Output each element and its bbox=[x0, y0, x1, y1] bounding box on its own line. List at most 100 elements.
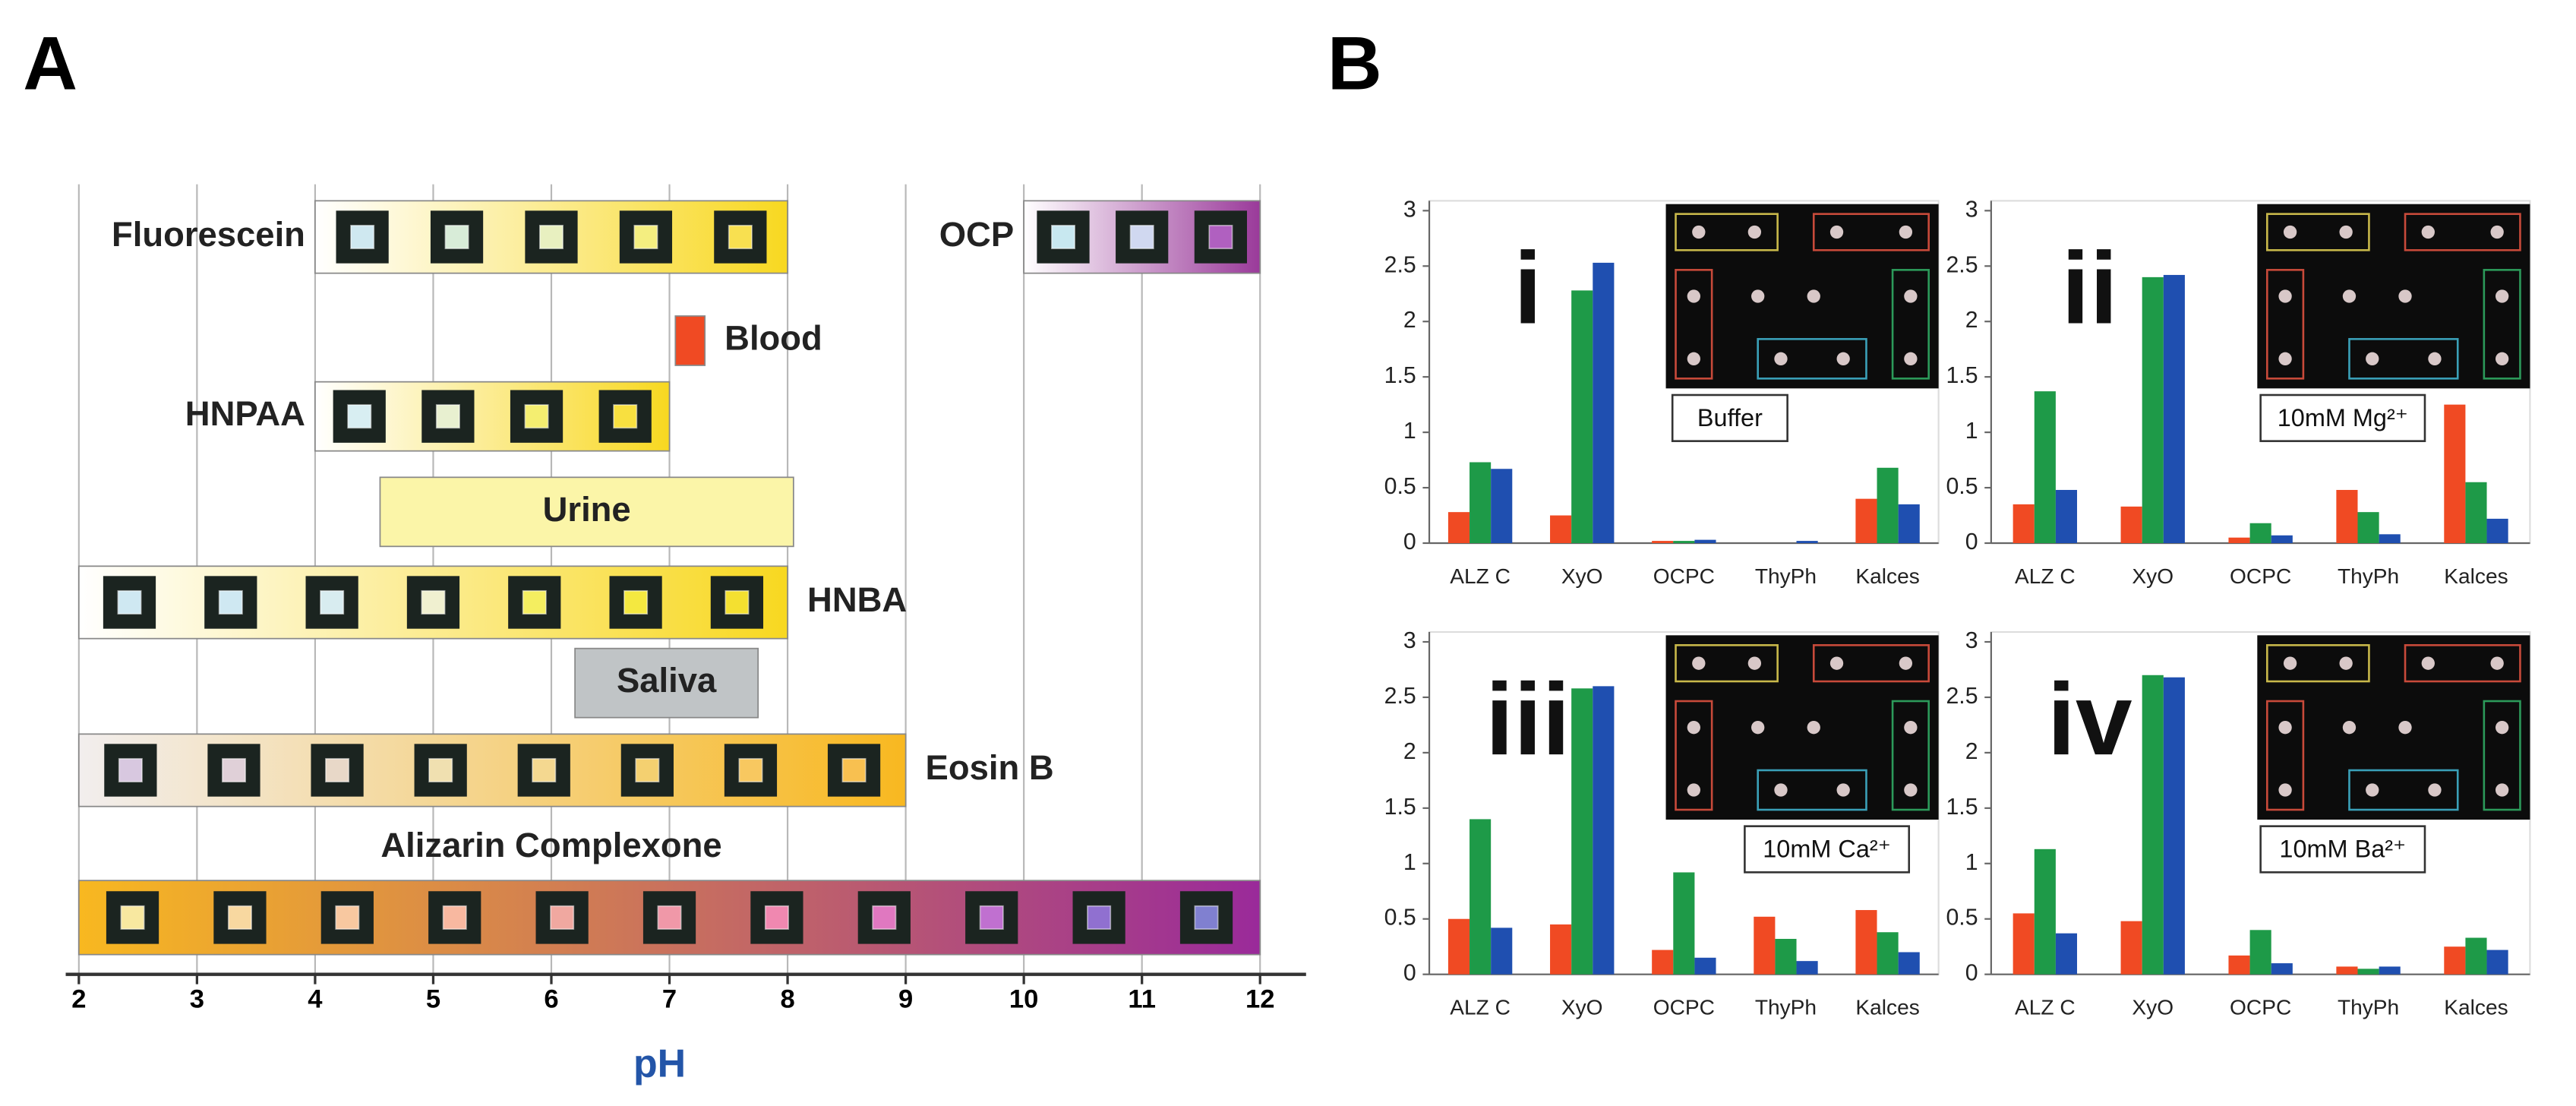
condition-label: 10mM Ca²⁺ bbox=[1763, 836, 1891, 863]
bar bbox=[1898, 504, 1920, 543]
inset-photo bbox=[2257, 635, 2530, 820]
swatch-spot bbox=[335, 905, 360, 930]
x-tick-label: ThyPh bbox=[2338, 564, 2399, 588]
bar bbox=[1491, 927, 1513, 975]
inset-dot bbox=[2398, 289, 2412, 303]
range-label: Fluorescein bbox=[112, 215, 305, 254]
condition-label: 10mM Ba²⁺ bbox=[2279, 836, 2406, 863]
condition-box bbox=[1671, 393, 1788, 442]
x-tick-label: 2 bbox=[71, 984, 86, 1013]
range-label: HNPAA bbox=[185, 394, 305, 433]
y-tick-label: 0.5 bbox=[1946, 905, 1978, 931]
inset-dot bbox=[2283, 225, 2297, 239]
range-bar bbox=[674, 315, 706, 366]
inset-dot bbox=[1807, 289, 1820, 303]
bar bbox=[2055, 933, 2078, 975]
bar bbox=[2012, 913, 2035, 975]
swatch-spot bbox=[1129, 224, 1154, 250]
x-tick-label: Kalces bbox=[1855, 564, 1919, 588]
inset-box bbox=[2266, 700, 2305, 811]
x-tick-label: 9 bbox=[898, 984, 913, 1013]
swatch-spot bbox=[657, 905, 682, 930]
inset-dot bbox=[1836, 783, 1850, 797]
y-tick-label: 1 bbox=[1965, 419, 1978, 444]
bar bbox=[1491, 469, 1513, 543]
y-tick-label: 1.5 bbox=[1946, 363, 1978, 388]
bar bbox=[1550, 924, 1572, 975]
range-bar bbox=[574, 647, 759, 719]
bar bbox=[2228, 537, 2250, 543]
y-tick-label: 2.5 bbox=[1946, 252, 1978, 277]
y-tick-label: 1.5 bbox=[1384, 363, 1416, 388]
x-tick-label: 7 bbox=[662, 984, 677, 1013]
inset-box bbox=[1675, 269, 1713, 380]
inset-dot bbox=[1692, 225, 1706, 239]
y-tick-label: 2.5 bbox=[1384, 252, 1416, 277]
bar bbox=[2142, 675, 2164, 975]
swatch-spot bbox=[118, 757, 143, 783]
swatch-spot bbox=[841, 757, 867, 783]
subplot-label: i bbox=[1514, 231, 1542, 345]
condition-label: Buffer bbox=[1697, 404, 1763, 431]
x-tick-label: XyO bbox=[2132, 564, 2174, 588]
bar bbox=[1470, 462, 1492, 543]
y-tick-label: 1.5 bbox=[1946, 795, 1978, 820]
inset-dot bbox=[1829, 656, 1844, 670]
bar bbox=[2271, 963, 2293, 975]
swatch-spot bbox=[623, 589, 649, 615]
x-tick-label: 10 bbox=[1009, 984, 1038, 1013]
y-tick-label: 1.5 bbox=[1384, 795, 1416, 820]
y-tick-label: 3 bbox=[1965, 628, 1978, 653]
inset-box bbox=[1812, 644, 1930, 683]
inset-dot bbox=[2398, 721, 2412, 735]
condition-box bbox=[2259, 825, 2426, 874]
bar bbox=[2249, 523, 2271, 543]
bar bbox=[2336, 966, 2358, 975]
inset-box bbox=[2266, 644, 2370, 683]
y-tick-label: 2.5 bbox=[1946, 684, 1978, 709]
range-label: Eosin B bbox=[926, 748, 1054, 787]
range-label: HNBA bbox=[807, 580, 907, 619]
x-tick-label: Kalces bbox=[2444, 996, 2508, 1019]
swatch-spot bbox=[724, 589, 750, 615]
inset-box bbox=[2266, 269, 2305, 380]
bar bbox=[1593, 262, 1615, 543]
subplot-label: ii bbox=[2061, 231, 2118, 345]
x-tick-label: XyO bbox=[1561, 996, 1603, 1019]
bar bbox=[1673, 541, 1695, 543]
bar bbox=[1796, 961, 1818, 975]
x-tick-label: 5 bbox=[426, 984, 440, 1013]
inset-dot bbox=[1747, 225, 1762, 239]
inset-dot bbox=[2490, 225, 2504, 239]
swatch-spot bbox=[218, 589, 243, 615]
x-tick-label: OCPC bbox=[1653, 996, 1715, 1019]
bar bbox=[1775, 938, 1797, 975]
bar bbox=[2357, 969, 2379, 975]
bar bbox=[1796, 541, 1818, 543]
x-tick-label: 11 bbox=[1128, 984, 1156, 1013]
bar bbox=[1571, 290, 1593, 543]
x-tick-label: OCPC bbox=[2230, 996, 2291, 1019]
inset-dot bbox=[2428, 352, 2442, 365]
inset-box bbox=[1675, 213, 1779, 251]
panel-label: B bbox=[1327, 21, 1382, 106]
inset-dot bbox=[1836, 352, 1850, 365]
subplot-label: iv bbox=[2047, 662, 2132, 776]
bar bbox=[1652, 541, 1674, 543]
subplot-label: iii bbox=[1485, 662, 1571, 776]
bar bbox=[1571, 688, 1593, 975]
inset-box bbox=[2483, 700, 2521, 811]
y-tick-label: 0.5 bbox=[1384, 474, 1416, 499]
bar bbox=[2012, 504, 2035, 543]
bar bbox=[2486, 518, 2508, 543]
swatch-spot bbox=[444, 224, 469, 250]
inset-dot bbox=[1774, 783, 1788, 797]
swatch-spot bbox=[532, 757, 557, 783]
bar bbox=[2444, 404, 2466, 543]
bar bbox=[1694, 539, 1716, 543]
swatch-spot bbox=[435, 404, 460, 429]
inset-dot bbox=[2366, 352, 2379, 365]
swatch-spot bbox=[1087, 905, 1112, 930]
bar bbox=[1855, 910, 1877, 975]
